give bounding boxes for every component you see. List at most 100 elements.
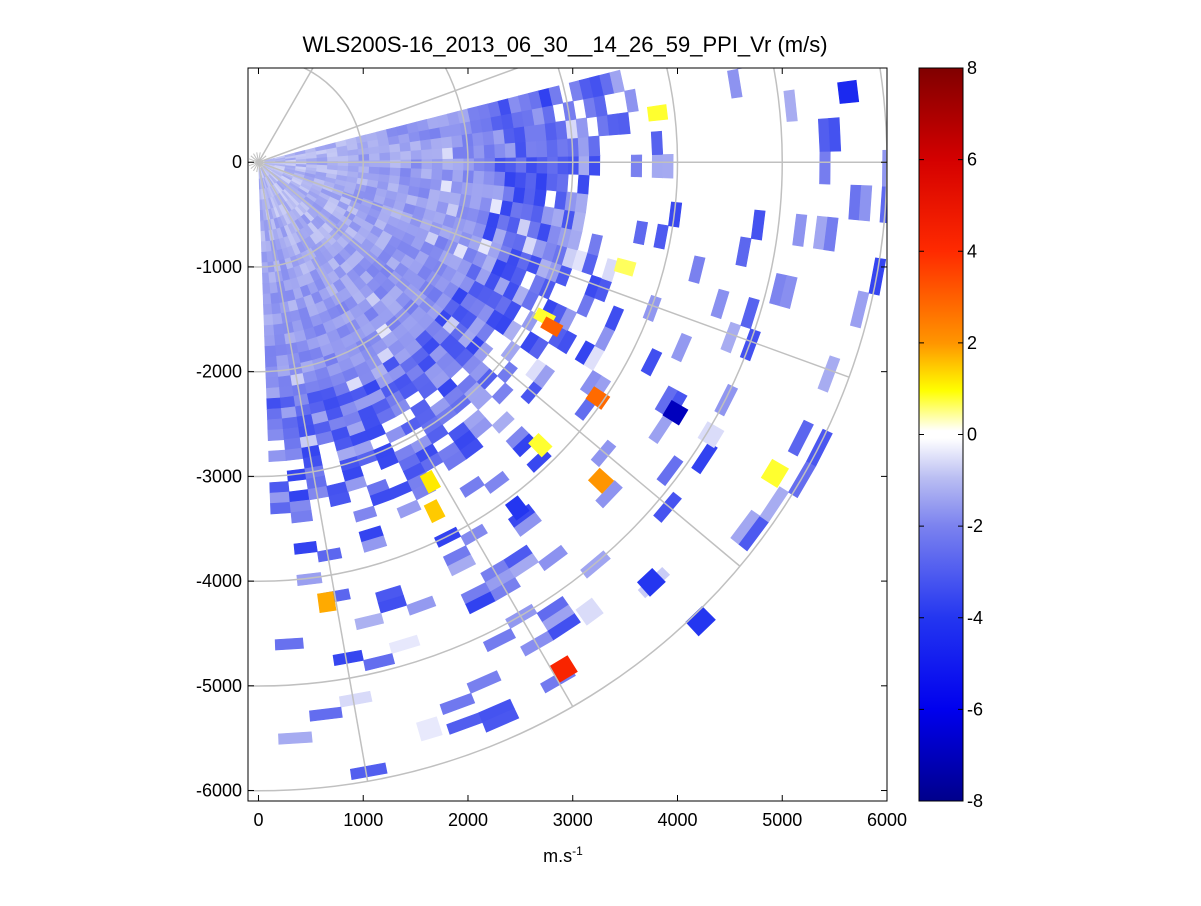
data-cell <box>284 447 304 461</box>
highlighted-cell <box>646 104 669 122</box>
data-cell <box>441 168 454 182</box>
data-cell <box>483 143 496 159</box>
polar-origin-tick <box>248 158 259 163</box>
y-tick-label: 0 <box>232 152 242 172</box>
data-cell <box>410 167 423 179</box>
data-cell <box>750 209 766 241</box>
data-cell <box>419 177 432 190</box>
x-axis-label: m.s-1 <box>543 844 583 866</box>
data-cell <box>817 118 831 152</box>
data-cell <box>536 156 548 174</box>
data-cell <box>409 176 422 188</box>
data-cell <box>483 170 496 186</box>
data-cell <box>431 168 444 181</box>
polar-origin-tick <box>258 153 264 163</box>
data-cell <box>823 216 839 252</box>
data-cell <box>574 192 589 214</box>
data-cell <box>440 179 453 193</box>
data-cell <box>819 150 831 185</box>
data-cell <box>587 233 603 257</box>
data-cell <box>274 637 304 651</box>
polar-origin-tick <box>258 161 264 172</box>
polar-origin-tick <box>253 161 259 172</box>
data-cell <box>389 150 402 161</box>
polar-origin-tick <box>256 162 259 173</box>
highlighted-cell <box>575 597 604 626</box>
polar-origin-tick <box>250 155 259 163</box>
data-cell <box>523 124 537 143</box>
data-cell <box>533 364 556 389</box>
data-cell <box>388 174 401 185</box>
polar-ring <box>248 68 887 792</box>
data-cell <box>471 131 485 147</box>
data-cell <box>651 154 664 179</box>
data-cell <box>452 146 465 159</box>
data-cell <box>525 140 538 158</box>
data-cell <box>459 438 484 460</box>
data-cell <box>389 166 402 177</box>
data-cell <box>526 156 538 174</box>
data-cell <box>538 544 568 572</box>
polar-origin-tick <box>250 161 259 170</box>
data-cell <box>473 157 486 172</box>
data-cell <box>473 341 494 363</box>
data-cell <box>526 448 552 473</box>
data-cell <box>400 150 412 160</box>
data-cell <box>379 159 391 168</box>
data-cell <box>420 138 433 151</box>
data-cell <box>378 173 391 183</box>
colorbar-tick-label: 8 <box>967 58 977 78</box>
highlighted-cell <box>587 467 615 494</box>
data-cell <box>266 397 282 410</box>
data-cell <box>548 85 564 106</box>
data-cell <box>348 159 360 167</box>
data-cell <box>400 158 412 169</box>
data-cell <box>266 387 281 400</box>
data-cell <box>450 180 464 195</box>
data-cell <box>739 328 761 362</box>
data-cell <box>595 480 623 509</box>
data-cell <box>326 164 339 171</box>
data-cell <box>264 345 277 358</box>
data-cell <box>668 201 683 228</box>
data-cell <box>447 554 477 577</box>
data-cell <box>316 164 328 170</box>
x-tick-label: 4000 <box>657 810 697 830</box>
data-cell <box>279 385 295 399</box>
data-cell <box>556 173 569 193</box>
highlighted-cell <box>685 605 716 637</box>
data-cell <box>578 155 590 176</box>
data-cell <box>671 332 693 363</box>
data-cell <box>544 121 558 141</box>
data-cell <box>547 156 559 175</box>
data-cell <box>662 153 674 179</box>
data-cell <box>557 155 569 175</box>
colorbar-tick-label: -2 <box>967 516 983 536</box>
data-cell <box>624 88 639 113</box>
highlighted-cell <box>760 458 790 489</box>
data-cell <box>577 136 590 157</box>
data-cell <box>590 439 617 468</box>
data-cell <box>513 125 527 143</box>
data-cell <box>482 628 517 653</box>
highlighted-cell <box>837 79 860 104</box>
data-cell <box>491 411 515 434</box>
data-cell <box>633 220 649 246</box>
data-cell <box>270 501 292 515</box>
x-tick-label: 2000 <box>448 810 488 830</box>
data-cell <box>421 148 433 160</box>
y-tick-label: -6000 <box>196 781 242 801</box>
data-cell <box>588 155 601 176</box>
data-cell <box>653 491 682 523</box>
data-cell <box>556 330 578 355</box>
highlighted-cell <box>504 495 530 521</box>
data-cell <box>482 130 495 146</box>
data-cell <box>504 142 517 158</box>
data-cell <box>276 354 290 368</box>
colorbar-axis: 8 6 4 2 0 -2 -4 -6 -8 <box>919 58 983 811</box>
data-cell <box>547 613 581 641</box>
plot-frame <box>247 67 888 802</box>
x-axis: 0 1000 2000 3000 4000 5000 6000 <box>253 68 907 830</box>
data-cell <box>265 376 280 389</box>
polar-spoke <box>257 161 574 707</box>
